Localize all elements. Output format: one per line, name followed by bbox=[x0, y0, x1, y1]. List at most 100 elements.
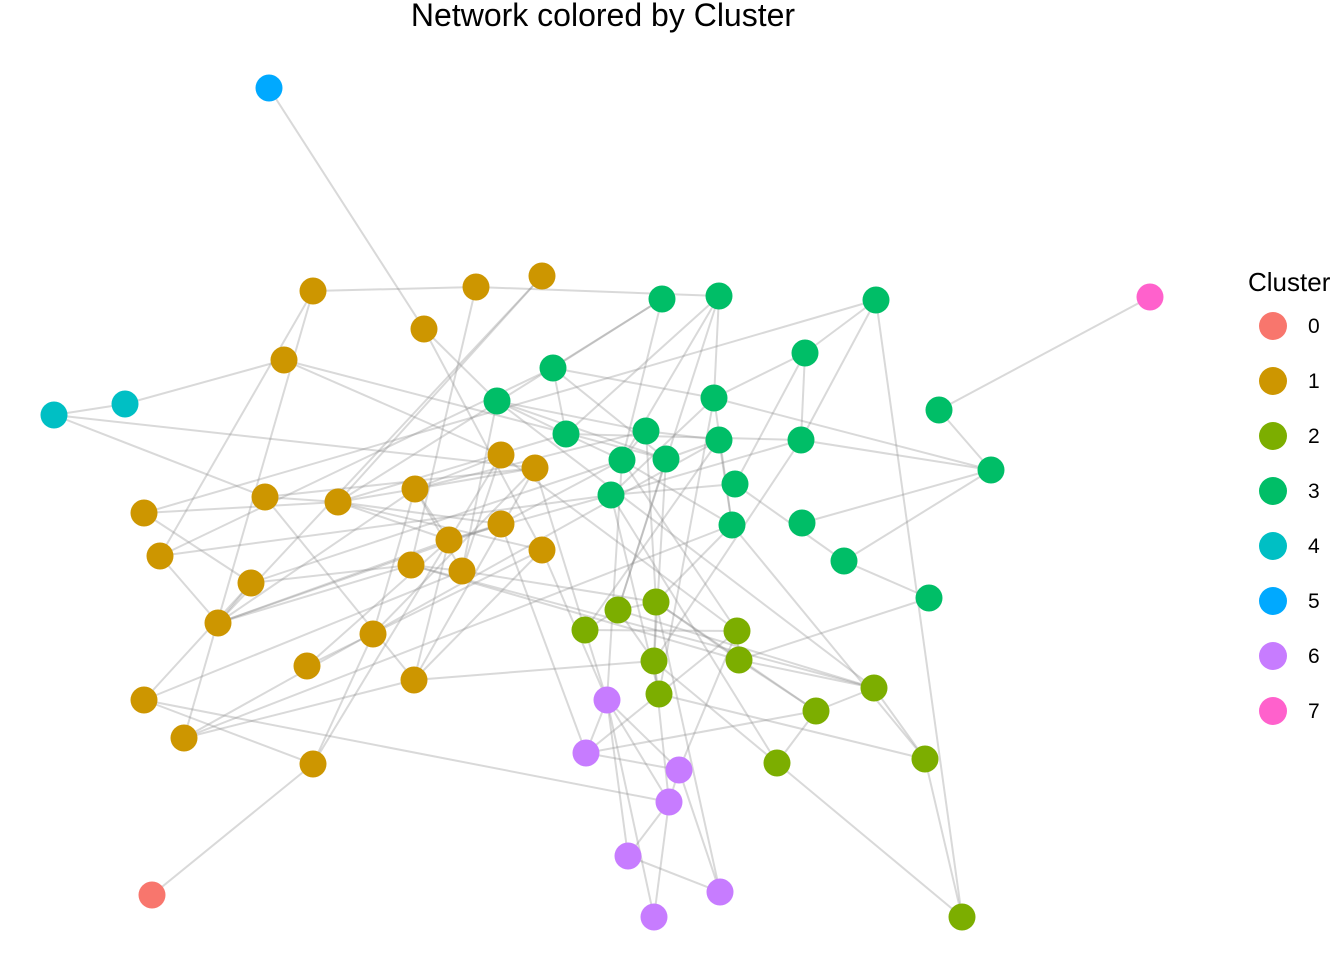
node-l2 bbox=[604, 596, 632, 624]
legend-label-4: 4 bbox=[1308, 535, 1320, 558]
node-g15 bbox=[721, 470, 749, 498]
node-g2 bbox=[705, 282, 733, 310]
node-l10 bbox=[763, 749, 791, 777]
edge-a14-g14 bbox=[448, 494, 612, 541]
edge-l6-l9 bbox=[738, 659, 817, 712]
edge-g4-g11 bbox=[552, 367, 715, 399]
node-a1 bbox=[299, 277, 327, 305]
edge-c0-a23 bbox=[151, 763, 314, 896]
edge-a10-a13 bbox=[414, 454, 502, 490]
edge-a13-a14 bbox=[448, 454, 502, 541]
edge-a9-a19 bbox=[337, 501, 543, 551]
edge-a12-a10 bbox=[217, 488, 416, 624]
edge-p6-l3 bbox=[655, 601, 721, 893]
edge-g2-g7 bbox=[565, 295, 720, 435]
legend-item-3: 3 bbox=[1259, 477, 1320, 505]
legend-label-6: 6 bbox=[1308, 645, 1320, 668]
node-a18 bbox=[521, 454, 549, 482]
edge-g3-g5 bbox=[804, 299, 877, 354]
edge-l4-l7 bbox=[658, 630, 738, 695]
edge-l10-l12 bbox=[776, 762, 963, 918]
edge-g3-l12 bbox=[875, 299, 963, 918]
node-p5 bbox=[614, 842, 642, 870]
node-p3 bbox=[665, 756, 693, 784]
node-g13 bbox=[787, 426, 815, 454]
legend-item-7: 7 bbox=[1259, 697, 1320, 725]
node-g14 bbox=[597, 481, 625, 509]
edge-p4-p7 bbox=[653, 801, 670, 918]
node-a15 bbox=[397, 551, 425, 579]
edge-a11-g9 bbox=[250, 459, 623, 584]
legend-item-0: 0 bbox=[1259, 312, 1320, 340]
node-a10 bbox=[401, 475, 429, 503]
node-g12 bbox=[705, 426, 733, 454]
legend-item-6: 6 bbox=[1259, 642, 1320, 670]
edge-p1-p7 bbox=[606, 699, 655, 918]
edge-g11-l7 bbox=[658, 397, 715, 695]
node-a12 bbox=[204, 609, 232, 637]
edge-p2-l9 bbox=[585, 710, 817, 754]
node-a16 bbox=[448, 557, 476, 585]
edge-a6-g3 bbox=[143, 299, 877, 514]
node-a3 bbox=[462, 273, 490, 301]
edge-p1-p5 bbox=[606, 699, 629, 857]
node-g7 bbox=[552, 420, 580, 448]
edge-a11-a15 bbox=[250, 564, 412, 584]
legend-label-5: 5 bbox=[1308, 590, 1320, 613]
edge-g6-g8 bbox=[496, 400, 647, 432]
edge-g8-l3 bbox=[645, 430, 657, 603]
node-p4 bbox=[655, 788, 683, 816]
node-g9 bbox=[608, 446, 636, 474]
edge-a1-a3 bbox=[312, 286, 477, 292]
node-g1 bbox=[648, 285, 676, 313]
edge-g14-l10 bbox=[610, 494, 778, 764]
legend-label-3: 3 bbox=[1308, 480, 1320, 503]
edge-p2-p3 bbox=[585, 752, 680, 771]
node-g18 bbox=[977, 456, 1005, 484]
node-g21 bbox=[915, 584, 943, 612]
edge-a3-a15 bbox=[410, 286, 477, 566]
edge-a1-a7 bbox=[159, 290, 314, 557]
node-g3 bbox=[862, 286, 890, 314]
node-l8 bbox=[860, 674, 888, 702]
edge-a8-a22 bbox=[264, 496, 415, 681]
node-layer bbox=[40, 74, 1164, 931]
legend-item-5: 5 bbox=[1259, 587, 1320, 615]
edge-a9-a17 bbox=[337, 501, 502, 525]
node-l11 bbox=[911, 745, 939, 773]
edge-a25-g12 bbox=[183, 439, 720, 739]
edge-a4-a12 bbox=[217, 275, 543, 624]
edge-a17-p2 bbox=[500, 523, 587, 754]
node-g4 bbox=[539, 354, 567, 382]
edge-l5-l10 bbox=[653, 660, 778, 764]
legend-swatch-0 bbox=[1259, 312, 1287, 340]
edge-a16-g6 bbox=[461, 400, 498, 572]
edge-a16-a24 bbox=[143, 570, 463, 701]
edge-g1-g4 bbox=[552, 298, 663, 369]
node-c7 bbox=[1136, 283, 1164, 311]
legend-label-2: 2 bbox=[1308, 425, 1320, 448]
edge-a2-a19 bbox=[423, 328, 543, 551]
node-g17 bbox=[925, 396, 953, 424]
edge-g20-g21 bbox=[843, 560, 930, 599]
edge-g16-l3 bbox=[655, 524, 733, 603]
node-l12 bbox=[948, 903, 976, 931]
legend-swatch-2 bbox=[1259, 422, 1287, 450]
edge-a12-a15 bbox=[217, 564, 412, 624]
edge-g13-l5 bbox=[653, 439, 802, 662]
edge-a15-l8 bbox=[410, 564, 875, 689]
node-g20 bbox=[830, 547, 858, 575]
edge-g10-l5 bbox=[653, 458, 667, 662]
edge-c4a-a8 bbox=[53, 414, 266, 498]
node-l9 bbox=[802, 697, 830, 725]
node-a2 bbox=[410, 315, 438, 343]
legend-label-7: 7 bbox=[1308, 700, 1320, 723]
edge-a10-a18 bbox=[414, 467, 536, 490]
node-l3 bbox=[642, 588, 670, 616]
node-a13 bbox=[487, 441, 515, 469]
edge-p3-p6 bbox=[678, 769, 721, 893]
edge-l7-l11 bbox=[658, 693, 926, 760]
edge-g16-g11 bbox=[713, 397, 733, 526]
edge-g1-g9 bbox=[621, 298, 663, 461]
legend-swatch-3 bbox=[1259, 477, 1287, 505]
